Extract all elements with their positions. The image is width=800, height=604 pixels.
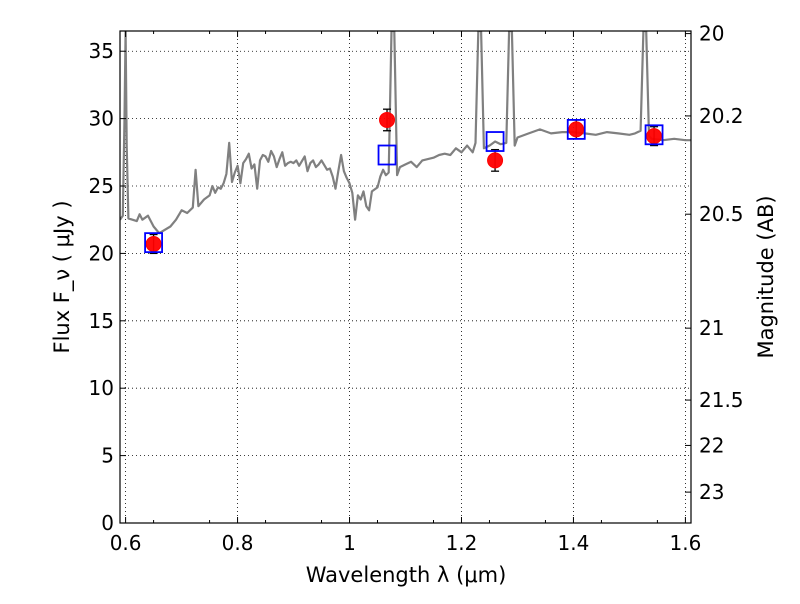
axis-layer: 0.6 0.8 1 1.2 1.4 1.6 0 5 10 15 20 25 30 35 20 20.2 20.5…: [89, 22, 744, 555]
model-square-marker: [644, 124, 664, 146]
y-tick-label: 20: [89, 241, 114, 265]
y-tick-label: 10: [89, 376, 114, 400]
x-tick-label: 1.4: [558, 531, 590, 555]
y-axis-label: Flux F_ν ( μJy ): [50, 200, 75, 353]
y-tick-label: 30: [89, 107, 114, 131]
y-tick-label: 5: [101, 444, 114, 468]
right-axis-tick-label: 21.5: [699, 388, 744, 412]
y-tick-label: 25: [89, 174, 114, 198]
spectrum-line: [120, 31, 691, 235]
x-tick-label: 1: [343, 531, 356, 555]
grid-layer: [120, 31, 691, 524]
right-axis-tick-label: 20: [699, 22, 724, 46]
x-tick-label: 1.6: [669, 531, 701, 555]
right-axis-tick-label: 21: [699, 316, 724, 340]
y-tick-label: 15: [89, 309, 114, 333]
y-axis-label-right: Magnitude (AB): [754, 195, 778, 358]
x-axis-label: Wavelength λ (μm): [306, 563, 507, 587]
y-tick-label: 0: [101, 511, 114, 535]
x-tick-label: 0.8: [222, 531, 254, 555]
model-square-marker: [377, 144, 397, 166]
plot-frame: [119, 30, 692, 524]
x-tick-label: 0.6: [110, 531, 142, 555]
photometry-point: [646, 128, 663, 145]
plot-layer: [120, 31, 691, 255]
model-square-marker: [485, 131, 505, 152]
right-axis-tick-label: 20.5: [699, 202, 744, 226]
model-square-marker: [144, 232, 163, 254]
photometry-point: [145, 235, 162, 252]
photometry-point: [487, 152, 504, 169]
photometry-point: [379, 111, 396, 128]
x-tick-label: 1.2: [446, 531, 478, 555]
right-axis-tick-label: 20.2: [699, 104, 744, 128]
right-axis-tick-label: 22: [699, 433, 724, 457]
right-axis-tick-label: 23: [699, 480, 724, 504]
model-square-marker: [566, 119, 586, 140]
photometry-point: [568, 121, 585, 138]
y-tick-label: 35: [89, 39, 114, 63]
